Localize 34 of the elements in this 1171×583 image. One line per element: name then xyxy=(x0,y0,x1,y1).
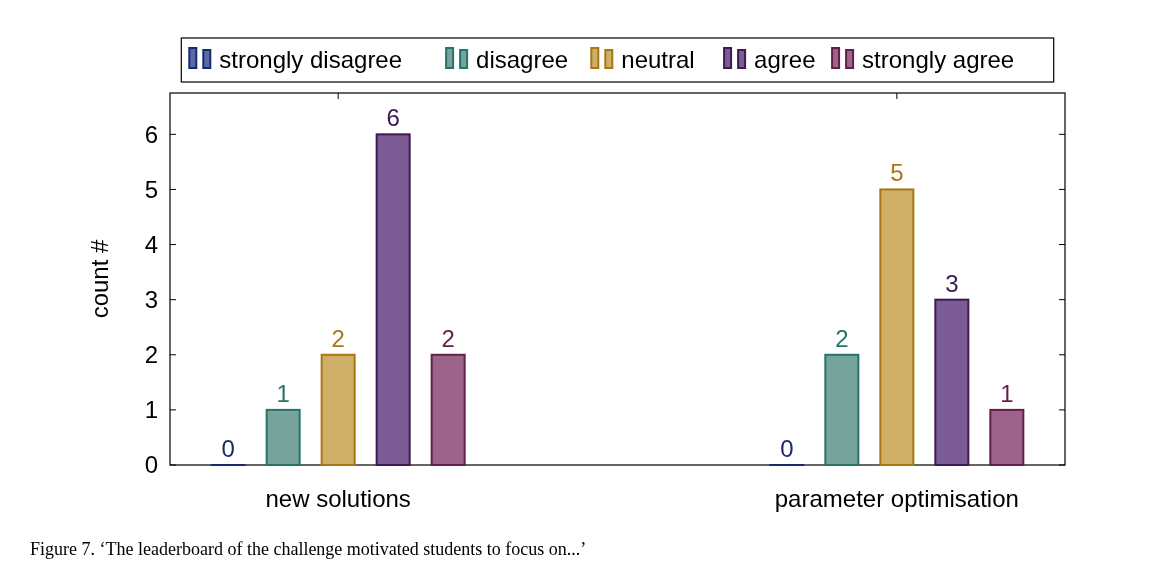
data-label: 5 xyxy=(890,159,904,187)
legend-label: neutral xyxy=(621,46,695,74)
x-tick-label: parameter optimisation xyxy=(774,485,1019,512)
legend-label: strongly disagree xyxy=(219,46,403,74)
data-label: 2 xyxy=(835,324,849,352)
data-label: 0 xyxy=(221,435,235,462)
bar xyxy=(265,408,301,466)
bar xyxy=(824,353,860,466)
data-label: 1 xyxy=(1000,379,1014,407)
data-label: 2 xyxy=(331,324,345,352)
legend-label: agree xyxy=(754,46,816,74)
y-tick-label: 1 xyxy=(144,396,158,424)
caption: Figure 7. ‘The leaderboard of the challenge motivated students to focus on...’ xyxy=(30,539,587,559)
legend-label: strongly agree xyxy=(862,46,1015,74)
data-label: 3 xyxy=(945,269,959,297)
x-tick-label: new solutions xyxy=(265,485,411,512)
y-tick-label: 0 xyxy=(144,451,158,479)
y-tick-label: 3 xyxy=(144,286,158,314)
bar xyxy=(375,133,411,466)
bar xyxy=(934,298,970,466)
bar xyxy=(879,188,915,466)
data-label: 2 xyxy=(441,324,455,352)
y-tick-label: 2 xyxy=(144,341,158,369)
bar xyxy=(320,353,356,466)
legend-label: disagree xyxy=(476,46,569,74)
y-tick-label: 4 xyxy=(144,230,158,258)
data-label: 1 xyxy=(276,379,290,407)
y-tick-label: 5 xyxy=(144,175,158,203)
bar xyxy=(989,408,1025,466)
y-axis-title: count # xyxy=(86,238,113,319)
data-label: 6 xyxy=(386,104,400,132)
data-label: 0 xyxy=(780,435,794,462)
y-tick-label: 6 xyxy=(144,120,158,148)
bar xyxy=(430,353,466,466)
